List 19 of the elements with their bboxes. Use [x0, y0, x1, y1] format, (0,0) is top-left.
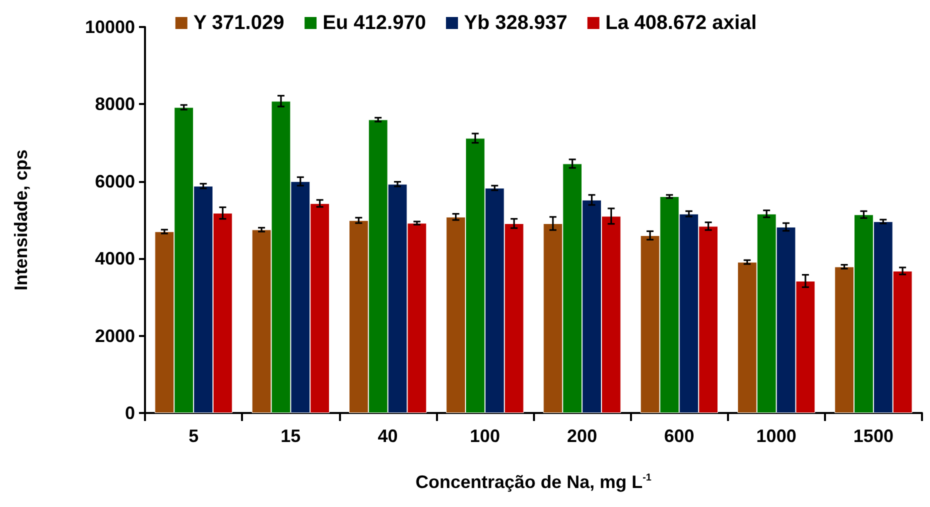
- x-tick-label: 200: [567, 426, 598, 446]
- x-tick-label: 600: [664, 426, 694, 446]
- x-tick-label: 1500: [853, 426, 894, 446]
- x-tick-label: 5: [188, 426, 199, 446]
- y-tick-label: 10000: [84, 17, 135, 37]
- x-tick-label: 15: [280, 426, 301, 446]
- y-tick-label: 6000: [94, 171, 135, 192]
- y-axis-title: Intensidade, cps: [11, 149, 31, 291]
- x-tick-label: 100: [470, 426, 500, 446]
- legend-label: Yb 328.937: [464, 12, 568, 34]
- legend-label: Y 371.029: [193, 12, 284, 34]
- y-tick-label: 4000: [94, 248, 135, 269]
- legend-label: Eu 412.970: [322, 12, 426, 34]
- y-tick-label: 0: [124, 403, 135, 423]
- y-tick-label: 2000: [94, 326, 135, 346]
- x-tick-label: 40: [378, 426, 398, 446]
- y-tick-label: 8000: [94, 94, 135, 114]
- legend-label: La 408.672 axial: [605, 12, 757, 34]
- x-tick-label: 1000: [756, 426, 796, 446]
